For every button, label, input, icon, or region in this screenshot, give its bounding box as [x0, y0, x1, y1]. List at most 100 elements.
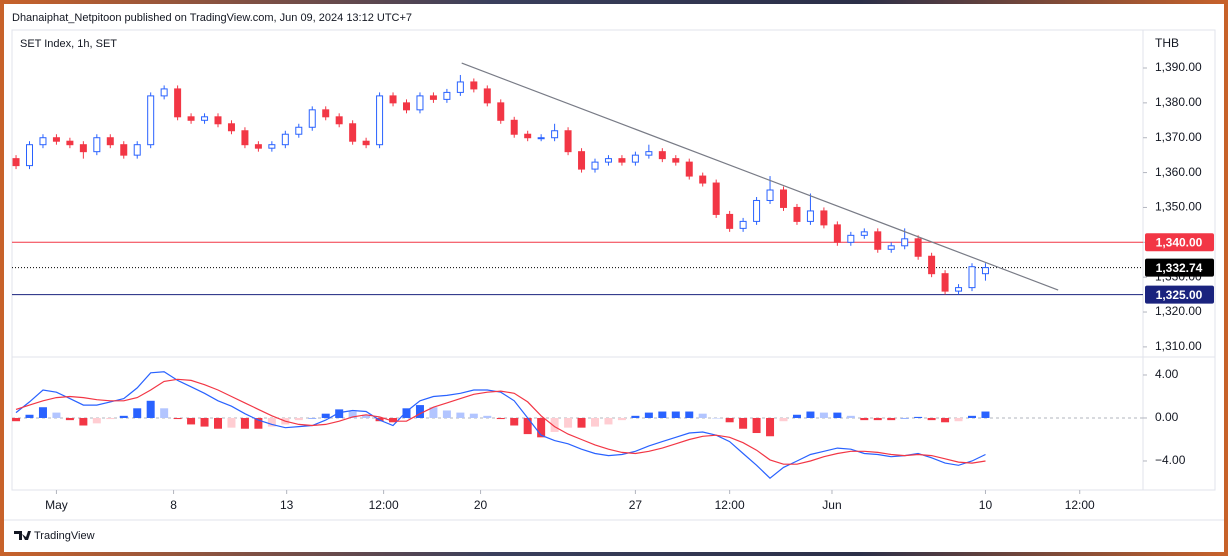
candle-body	[672, 158, 680, 163]
candle-body	[631, 154, 639, 163]
price-label: 1,340.00	[1156, 235, 1203, 249]
candle-body	[524, 133, 532, 139]
candle-body	[201, 116, 209, 121]
candle-body	[79, 144, 87, 153]
candle-body	[766, 189, 774, 201]
candle-body	[52, 137, 60, 142]
histogram-bar	[887, 417, 896, 421]
histogram-bar	[348, 411, 357, 418]
candle-body	[308, 109, 316, 128]
candle-body	[658, 151, 666, 160]
histogram-bar	[267, 417, 276, 427]
histogram-bar	[12, 417, 21, 422]
candle-body	[241, 130, 249, 146]
candle-body	[147, 95, 155, 146]
candle-body	[335, 116, 343, 125]
candle-body	[806, 210, 814, 222]
price-label-box	[1145, 233, 1214, 252]
price-label: 1,332.74	[1156, 261, 1203, 275]
y-tick-label: 0.00	[1155, 410, 1179, 424]
histogram-bar	[483, 415, 492, 418]
histogram-bar	[146, 400, 155, 418]
candle-body	[187, 116, 195, 121]
candle-body	[645, 151, 653, 156]
y-tick-label: 1,390.00	[1155, 60, 1202, 74]
histogram-bar	[469, 413, 478, 418]
histogram-bar	[240, 417, 249, 429]
histogram-bar	[941, 417, 950, 423]
candle-body	[726, 213, 734, 229]
histogram-bar	[523, 417, 532, 435]
x-tick-label: 20	[474, 498, 488, 512]
candle-body	[955, 287, 963, 292]
y-tick-label: −4.00	[1155, 453, 1186, 467]
histogram-bar	[133, 408, 142, 418]
histogram-bar	[456, 412, 465, 418]
histogram-bar	[752, 417, 761, 434]
histogram-bar	[954, 417, 963, 422]
histogram-bar	[900, 417, 909, 419]
histogram-bar	[671, 411, 680, 418]
histogram-bar	[564, 417, 573, 428]
price-label: 1,325.00	[1156, 288, 1203, 302]
candle-body	[551, 130, 559, 139]
candle-body	[833, 224, 841, 243]
candle-body	[362, 140, 370, 146]
candle-body	[699, 175, 707, 184]
macd-line	[15, 371, 986, 479]
candle-body	[403, 102, 411, 111]
candle-body	[537, 137, 545, 140]
candle-body	[443, 91, 451, 100]
histogram-bar	[92, 417, 101, 424]
histogram-bar	[685, 411, 694, 418]
pane-border	[11, 29, 1216, 491]
histogram-bar	[254, 417, 263, 429]
candle-body	[106, 137, 114, 146]
x-tick-label: 12:00	[715, 498, 745, 512]
y-tick-label: 1,350.00	[1155, 200, 1202, 214]
histogram-bar	[927, 417, 936, 421]
histogram-bar	[725, 417, 734, 423]
candle-body	[12, 158, 20, 167]
histogram-bar	[227, 417, 236, 428]
histogram-bar	[806, 411, 815, 418]
y-tick-label: 1,380.00	[1155, 95, 1202, 109]
macd-line	[15, 378, 986, 465]
x-tick-label: 13	[280, 498, 294, 512]
histogram-bar	[819, 412, 828, 418]
histogram-bar	[591, 417, 600, 427]
candle-body	[914, 238, 922, 257]
histogram-bar	[402, 408, 411, 418]
histogram-bar	[698, 413, 707, 418]
histogram-bar	[214, 417, 223, 429]
candle-body	[847, 234, 855, 243]
histogram-bar	[577, 417, 586, 428]
price-label-box	[1145, 258, 1214, 277]
candle-body	[93, 137, 101, 153]
histogram-bar	[173, 417, 182, 420]
histogram-bar	[779, 417, 788, 422]
candle-body	[591, 161, 599, 170]
histogram-bar	[25, 414, 34, 418]
histogram-bar	[308, 417, 317, 419]
candle-body	[941, 273, 949, 292]
candle-body	[618, 158, 626, 163]
candle-body	[497, 102, 505, 121]
histogram-bar	[914, 416, 923, 418]
histogram-bar	[981, 411, 990, 418]
histogram-bar	[537, 417, 546, 438]
candle-body	[820, 210, 828, 226]
footer-brand: TradingView	[34, 530, 95, 542]
histogram-bar	[846, 415, 855, 418]
candle-body	[349, 123, 357, 142]
currency: THB	[1155, 36, 1179, 50]
candle-body	[322, 109, 330, 118]
header: Dhanaiphat_Netpitoon published on Tradin…	[12, 12, 412, 24]
x-tick-label: Jun	[822, 498, 841, 512]
histogram-bar	[873, 417, 882, 421]
histogram-bar	[160, 408, 169, 418]
candle-body	[120, 144, 128, 156]
x-tick-label: May	[45, 498, 68, 512]
candle-body	[389, 95, 397, 104]
